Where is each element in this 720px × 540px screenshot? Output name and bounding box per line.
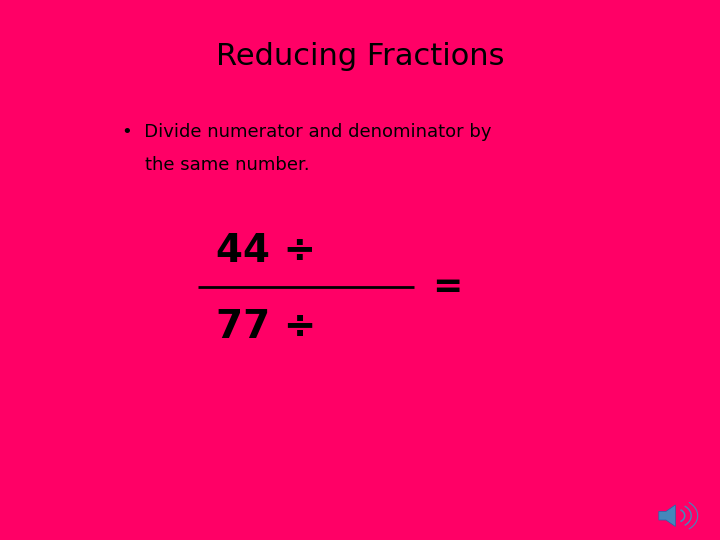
Text: •  Divide numerator and denominator by: • Divide numerator and denominator by [122,123,492,141]
Text: =: = [432,271,462,304]
Text: the same number.: the same number. [122,156,310,174]
Text: Reducing Fractions: Reducing Fractions [216,42,504,71]
Polygon shape [659,505,675,526]
Text: 77 ÷: 77 ÷ [216,308,316,346]
Text: 44 ÷: 44 ÷ [216,232,316,270]
